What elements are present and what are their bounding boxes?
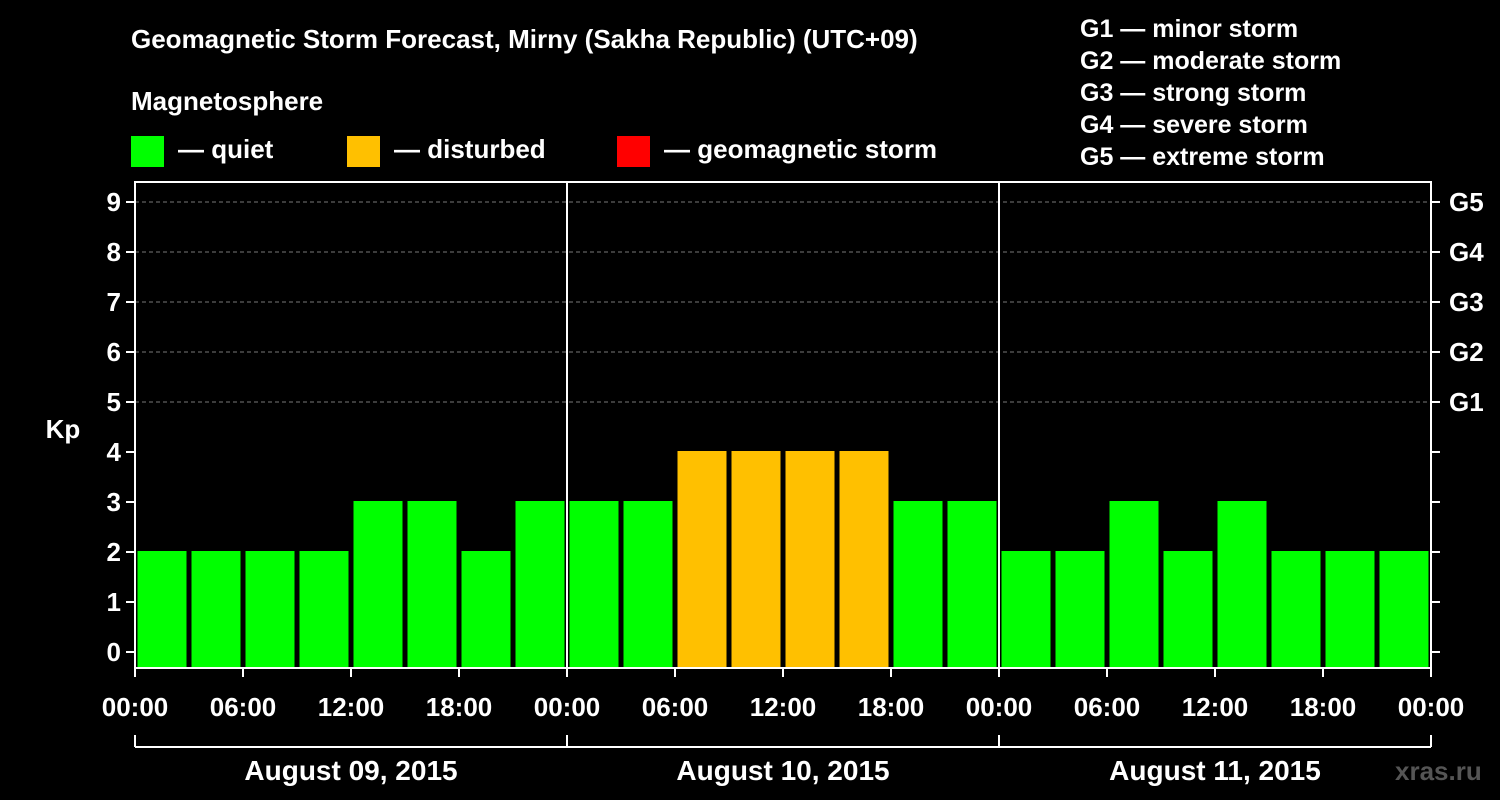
x-tick-label-0: 00:00	[102, 692, 169, 722]
bar-23	[1379, 551, 1429, 668]
bar-10	[677, 451, 727, 668]
x-tick-label-10: 12:00	[1182, 692, 1249, 722]
bar-13	[839, 451, 889, 668]
g-axis-label-g5: G5	[1449, 187, 1484, 217]
x-tick-label-3: 18:00	[426, 692, 493, 722]
g-axis-label-g4: G4	[1449, 237, 1484, 267]
y-axis-label: Kp	[46, 414, 81, 444]
x-tick-label-7: 18:00	[858, 692, 925, 722]
bar-16	[1001, 551, 1051, 668]
x-tick-label-5: 06:00	[642, 692, 709, 722]
bar-0	[137, 551, 187, 668]
legend-label-storm: — geomagnetic storm	[664, 134, 938, 164]
g-scale-g5: G5 — extreme storm	[1080, 143, 1325, 171]
y-tick-label-0: 0	[107, 637, 121, 667]
day-label-1: August 10, 2015	[676, 755, 889, 786]
bar-5	[407, 501, 457, 668]
bar-19	[1163, 551, 1213, 668]
g-scale-g1: G1 — minor storm	[1080, 15, 1299, 43]
y-tick-label-9: 9	[107, 187, 121, 217]
y-tick-label-4: 4	[107, 437, 122, 467]
g-axis-label-g2: G2	[1449, 337, 1484, 367]
magnetosphere-heading: Magnetosphere	[131, 86, 324, 116]
x-tick-label-12: 00:00	[1398, 692, 1465, 722]
bar-1	[191, 551, 241, 668]
y-tick-label-3: 3	[107, 487, 121, 517]
y-tick-label-8: 8	[107, 237, 121, 267]
x-tick-label-6: 12:00	[750, 692, 817, 722]
bar-4	[353, 501, 403, 668]
day-label-2: August 11, 2015	[1109, 755, 1321, 786]
legend-swatch-quiet	[131, 136, 164, 167]
legend-swatch-storm	[617, 136, 650, 167]
chart-title: Geomagnetic Storm Forecast, Mirny (Sakha…	[131, 24, 918, 54]
y-tick-label-7: 7	[107, 287, 121, 317]
bar-7	[515, 501, 565, 668]
g-axis-label-g3: G3	[1449, 287, 1484, 317]
bar-14	[893, 501, 943, 668]
x-tick-label-4: 00:00	[534, 692, 601, 722]
g-axis-label-g1: G1	[1449, 387, 1484, 417]
bar-20	[1217, 501, 1267, 668]
bar-18	[1109, 501, 1159, 668]
bar-2	[245, 551, 295, 668]
g-scale-g3: G3 — strong storm	[1080, 79, 1307, 107]
y-tick-label-1: 1	[107, 587, 121, 617]
bar-6	[461, 551, 511, 668]
y-tick-label-5: 5	[107, 387, 121, 417]
x-tick-label-2: 12:00	[318, 692, 385, 722]
y-tick-label-2: 2	[107, 537, 121, 567]
bar-15	[947, 501, 997, 668]
legend-label-quiet: — quiet	[178, 134, 274, 164]
bar-17	[1055, 551, 1105, 668]
legend-label-disturbed: — disturbed	[394, 134, 546, 164]
x-tick-label-9: 06:00	[1074, 692, 1141, 722]
watermark: xras.ru	[1395, 756, 1482, 786]
legend-swatch-disturbed	[347, 136, 380, 167]
g-scale-g4: G4 — severe storm	[1080, 111, 1308, 139]
bar-21	[1271, 551, 1321, 668]
bar-8	[569, 501, 619, 668]
bar-3	[299, 551, 349, 668]
x-tick-label-11: 18:00	[1290, 692, 1357, 722]
y-tick-label-6: 6	[107, 337, 121, 367]
g-scale-g2: G2 — moderate storm	[1080, 47, 1342, 75]
x-tick-label-8: 00:00	[966, 692, 1033, 722]
bar-11	[731, 451, 781, 668]
bar-22	[1325, 551, 1375, 668]
bar-12	[785, 451, 835, 668]
bar-9	[623, 501, 673, 668]
day-label-0: August 09, 2015	[244, 755, 457, 786]
x-tick-label-1: 06:00	[210, 692, 277, 722]
